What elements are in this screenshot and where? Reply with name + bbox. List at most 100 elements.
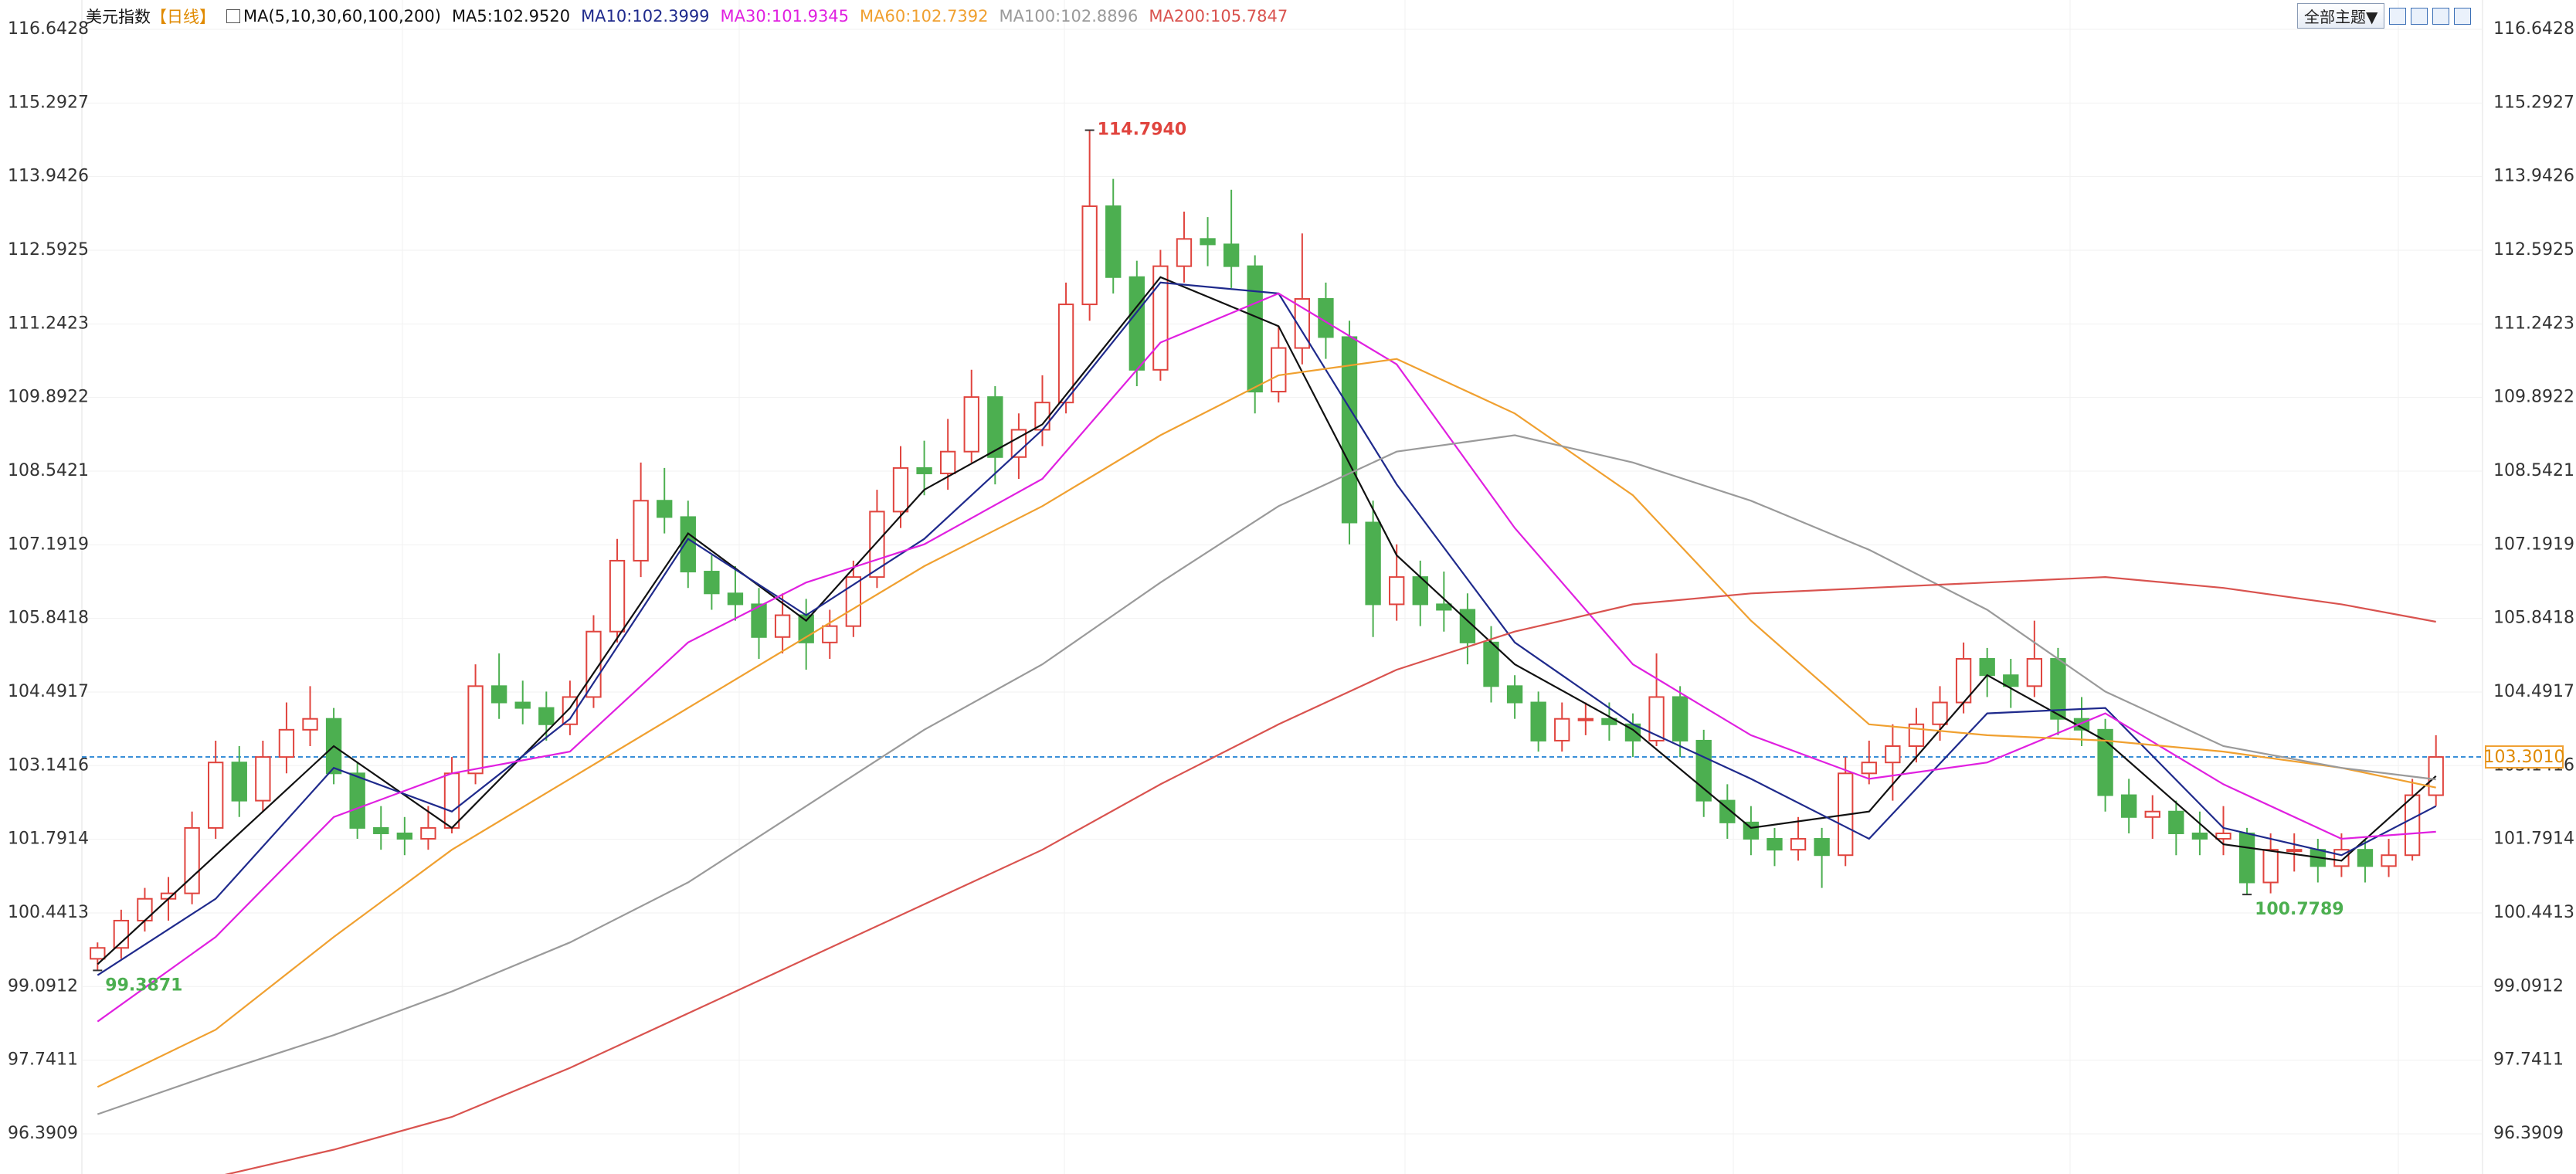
legend-entry: MA5:102.9520 <box>451 7 571 25</box>
candle-body <box>1601 718 1617 725</box>
ma-line <box>97 358 2436 1088</box>
tool-icon[interactable] <box>2432 7 2450 25</box>
y-tick-label: 112.5925 <box>8 240 89 260</box>
candle-body <box>1743 821 1760 840</box>
ma-line <box>224 575 2436 1174</box>
candle-body <box>1176 238 1193 267</box>
annotation-label: 114.7940 <box>1098 120 1187 140</box>
candle-body <box>2286 849 2303 853</box>
y-tick-label: 108.5421 <box>2493 461 2574 480</box>
candle-body <box>822 625 838 643</box>
legend-entry: MA30:101.9345 <box>720 7 850 25</box>
annotation-label: 99.3871 <box>105 976 182 995</box>
candle-body <box>1554 718 1570 741</box>
y-tick-label: 97.7411 <box>8 1050 78 1070</box>
candle-body <box>1648 696 1665 741</box>
candle-body <box>255 756 271 802</box>
candle-body <box>208 762 224 829</box>
tool-icon[interactable] <box>2454 7 2472 25</box>
candle-body <box>396 832 413 840</box>
candle-body <box>184 826 200 894</box>
indicator-icon[interactable] <box>226 9 240 23</box>
ma-line <box>97 276 2437 965</box>
candle-body <box>137 897 153 921</box>
candle-body <box>751 603 767 638</box>
candle-body <box>1223 243 1240 267</box>
period: 【日线】 <box>151 8 216 26</box>
last-price-box <box>2485 745 2564 769</box>
y-tick-label: 116.6428 <box>8 19 89 39</box>
candle-body <box>1105 205 1122 278</box>
tool-icon[interactable] <box>2389 7 2407 25</box>
y-tick-label: 96.3909 <box>8 1124 78 1143</box>
candle-body <box>2144 810 2160 818</box>
y-tick-label: 113.9426 <box>8 167 89 186</box>
tool-icon[interactable] <box>2411 7 2428 25</box>
y-tick-label: 109.8922 <box>2493 388 2574 407</box>
candle-body <box>1247 265 1263 393</box>
y-tick-label: 116.6428 <box>2493 19 2574 39</box>
candle-body <box>2238 832 2255 884</box>
candle-body <box>657 500 673 518</box>
candle-body <box>892 467 909 513</box>
candle-body <box>113 919 130 949</box>
candle-body <box>704 571 720 595</box>
y-tick-label: 99.0912 <box>2493 976 2564 996</box>
y-tick-label: 115.2927 <box>8 93 89 112</box>
candle-body <box>1341 336 1358 524</box>
y-tick-label: 112.5925 <box>2493 240 2574 260</box>
theme-button[interactable]: 全部主题▼ <box>2297 3 2385 29</box>
candle-body <box>1506 685 1523 704</box>
candle-body <box>1200 238 1216 246</box>
candle-body <box>1436 603 1452 611</box>
candle-body <box>1128 276 1145 371</box>
candle-body <box>467 685 484 775</box>
candle-body <box>727 592 744 606</box>
candle-body <box>1365 521 1381 606</box>
candle-body <box>585 630 602 698</box>
candle-body <box>2262 849 2279 884</box>
candle-body <box>798 614 814 643</box>
candle-body <box>1885 745 1901 764</box>
candle-body <box>514 701 531 709</box>
candle-body <box>420 826 436 840</box>
candle-body <box>2097 728 2113 796</box>
candle-body <box>774 614 791 638</box>
candle-body <box>2026 658 2043 687</box>
y-tick-label: 104.4917 <box>8 682 89 701</box>
candle-body <box>349 772 365 829</box>
last-price-label: 103.3010 <box>2484 748 2565 767</box>
candle-body <box>869 511 885 579</box>
toolbar: 全部主题▼ <box>2297 3 2472 29</box>
candle-body <box>1814 838 1830 857</box>
candle-body <box>1577 718 1594 721</box>
candle-body <box>845 576 862 627</box>
y-tick-label: 115.2927 <box>2493 93 2574 112</box>
candle-body <box>609 559 626 633</box>
candle-body <box>1152 265 1169 371</box>
candle-body <box>2357 849 2374 867</box>
chart-header: 美元指数 【日线】 MA(5,10,30,60,100,200) MA5:102… <box>86 5 1288 28</box>
instrument-title: 美元指数 <box>86 8 151 26</box>
y-tick-label: 101.7914 <box>8 830 89 849</box>
candle-body <box>1057 304 1074 404</box>
candle-body <box>1767 838 1783 851</box>
candle-body <box>1483 641 1499 687</box>
candle-body <box>490 685 507 704</box>
candle-body <box>1672 696 1688 741</box>
y-tick-label: 97.7411 <box>2493 1050 2564 1070</box>
candle-body <box>2191 832 2208 840</box>
candle-body <box>1010 429 1027 458</box>
y-tick-label: 108.5421 <box>8 461 89 480</box>
legend-entry: MA60:102.7392 <box>860 7 989 25</box>
legend-entry: MA10:102.3999 <box>581 7 710 25</box>
candle-body <box>1389 576 1405 606</box>
candle-body <box>939 450 956 474</box>
candle-body <box>1271 347 1287 393</box>
y-tick-label: 99.0912 <box>8 976 78 996</box>
candle-body <box>2003 674 2019 687</box>
candle-body <box>278 728 295 758</box>
candle-body <box>538 707 555 725</box>
annotation-label: 100.7789 <box>2255 900 2344 919</box>
